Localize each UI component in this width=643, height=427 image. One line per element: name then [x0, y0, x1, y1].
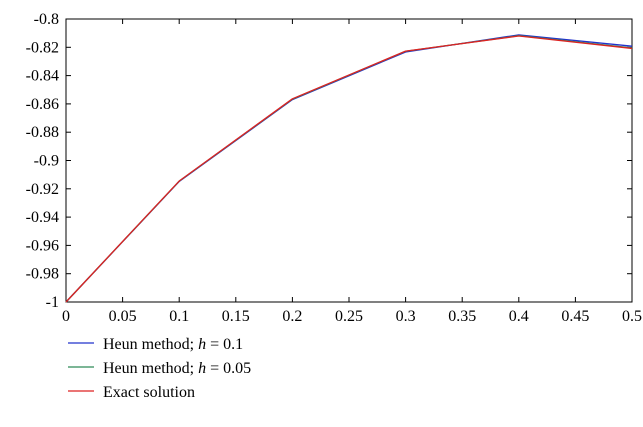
x-tick-label: 0.35 — [448, 308, 476, 325]
x-tick-label: 0.15 — [222, 308, 250, 325]
y-tick-label: -0.92 — [26, 181, 59, 198]
legend-label-text: Heun method; — [103, 336, 198, 353]
x-tick-label: 0.5 — [622, 308, 642, 325]
y-tick-label: -1 — [46, 294, 59, 311]
y-tick-label: -0.9 — [34, 153, 59, 170]
y-tick-label: -0.82 — [26, 39, 59, 56]
x-tick-label: 0.3 — [396, 308, 416, 325]
x-tick-label: 0.45 — [561, 308, 589, 325]
series-line-3 — [65, 35, 633, 303]
x-tick-label: 0.1 — [169, 308, 189, 325]
y-tick-label: -0.84 — [26, 68, 59, 85]
x-tick-label: 0.2 — [282, 308, 302, 325]
legend-label-variable: h — [198, 336, 206, 353]
y-tick-label: -0.86 — [26, 96, 59, 113]
legend-label-value: = 0.1 — [206, 336, 243, 353]
legend-label-2: Heun method; h = 0.05 — [103, 360, 251, 377]
legend-label-variable: h — [198, 360, 206, 377]
x-tick-label: 0.25 — [335, 308, 363, 325]
legend-label-3: Exact solution — [103, 384, 195, 401]
series-lines — [65, 34, 633, 303]
axis-ticks: 0 0.05 0.1 0.15 0.2 0.25 0.3 0.35 0.4 0.45 0.5 -0.8… — [26, 11, 642, 325]
y-tick-label: -0.8 — [34, 11, 59, 28]
y-tick-label: -0.96 — [26, 237, 59, 254]
legend-label-value: = 0.05 — [206, 360, 251, 377]
legend-label-text: Heun method; — [103, 360, 198, 377]
y-tick-label: -0.98 — [26, 266, 59, 283]
x-tick-label: 0.05 — [109, 308, 137, 325]
x-tick-label: 0 — [62, 308, 70, 325]
plot-frame — [65, 18, 633, 303]
legend-label-1: Heun method; h = 0.1 — [103, 336, 243, 353]
legend-label-text: Exact solution — [103, 384, 195, 401]
x-tick-label: 0.4 — [509, 308, 529, 325]
y-tick-label: -0.94 — [26, 209, 59, 226]
y-tick-label: -0.88 — [26, 124, 59, 141]
